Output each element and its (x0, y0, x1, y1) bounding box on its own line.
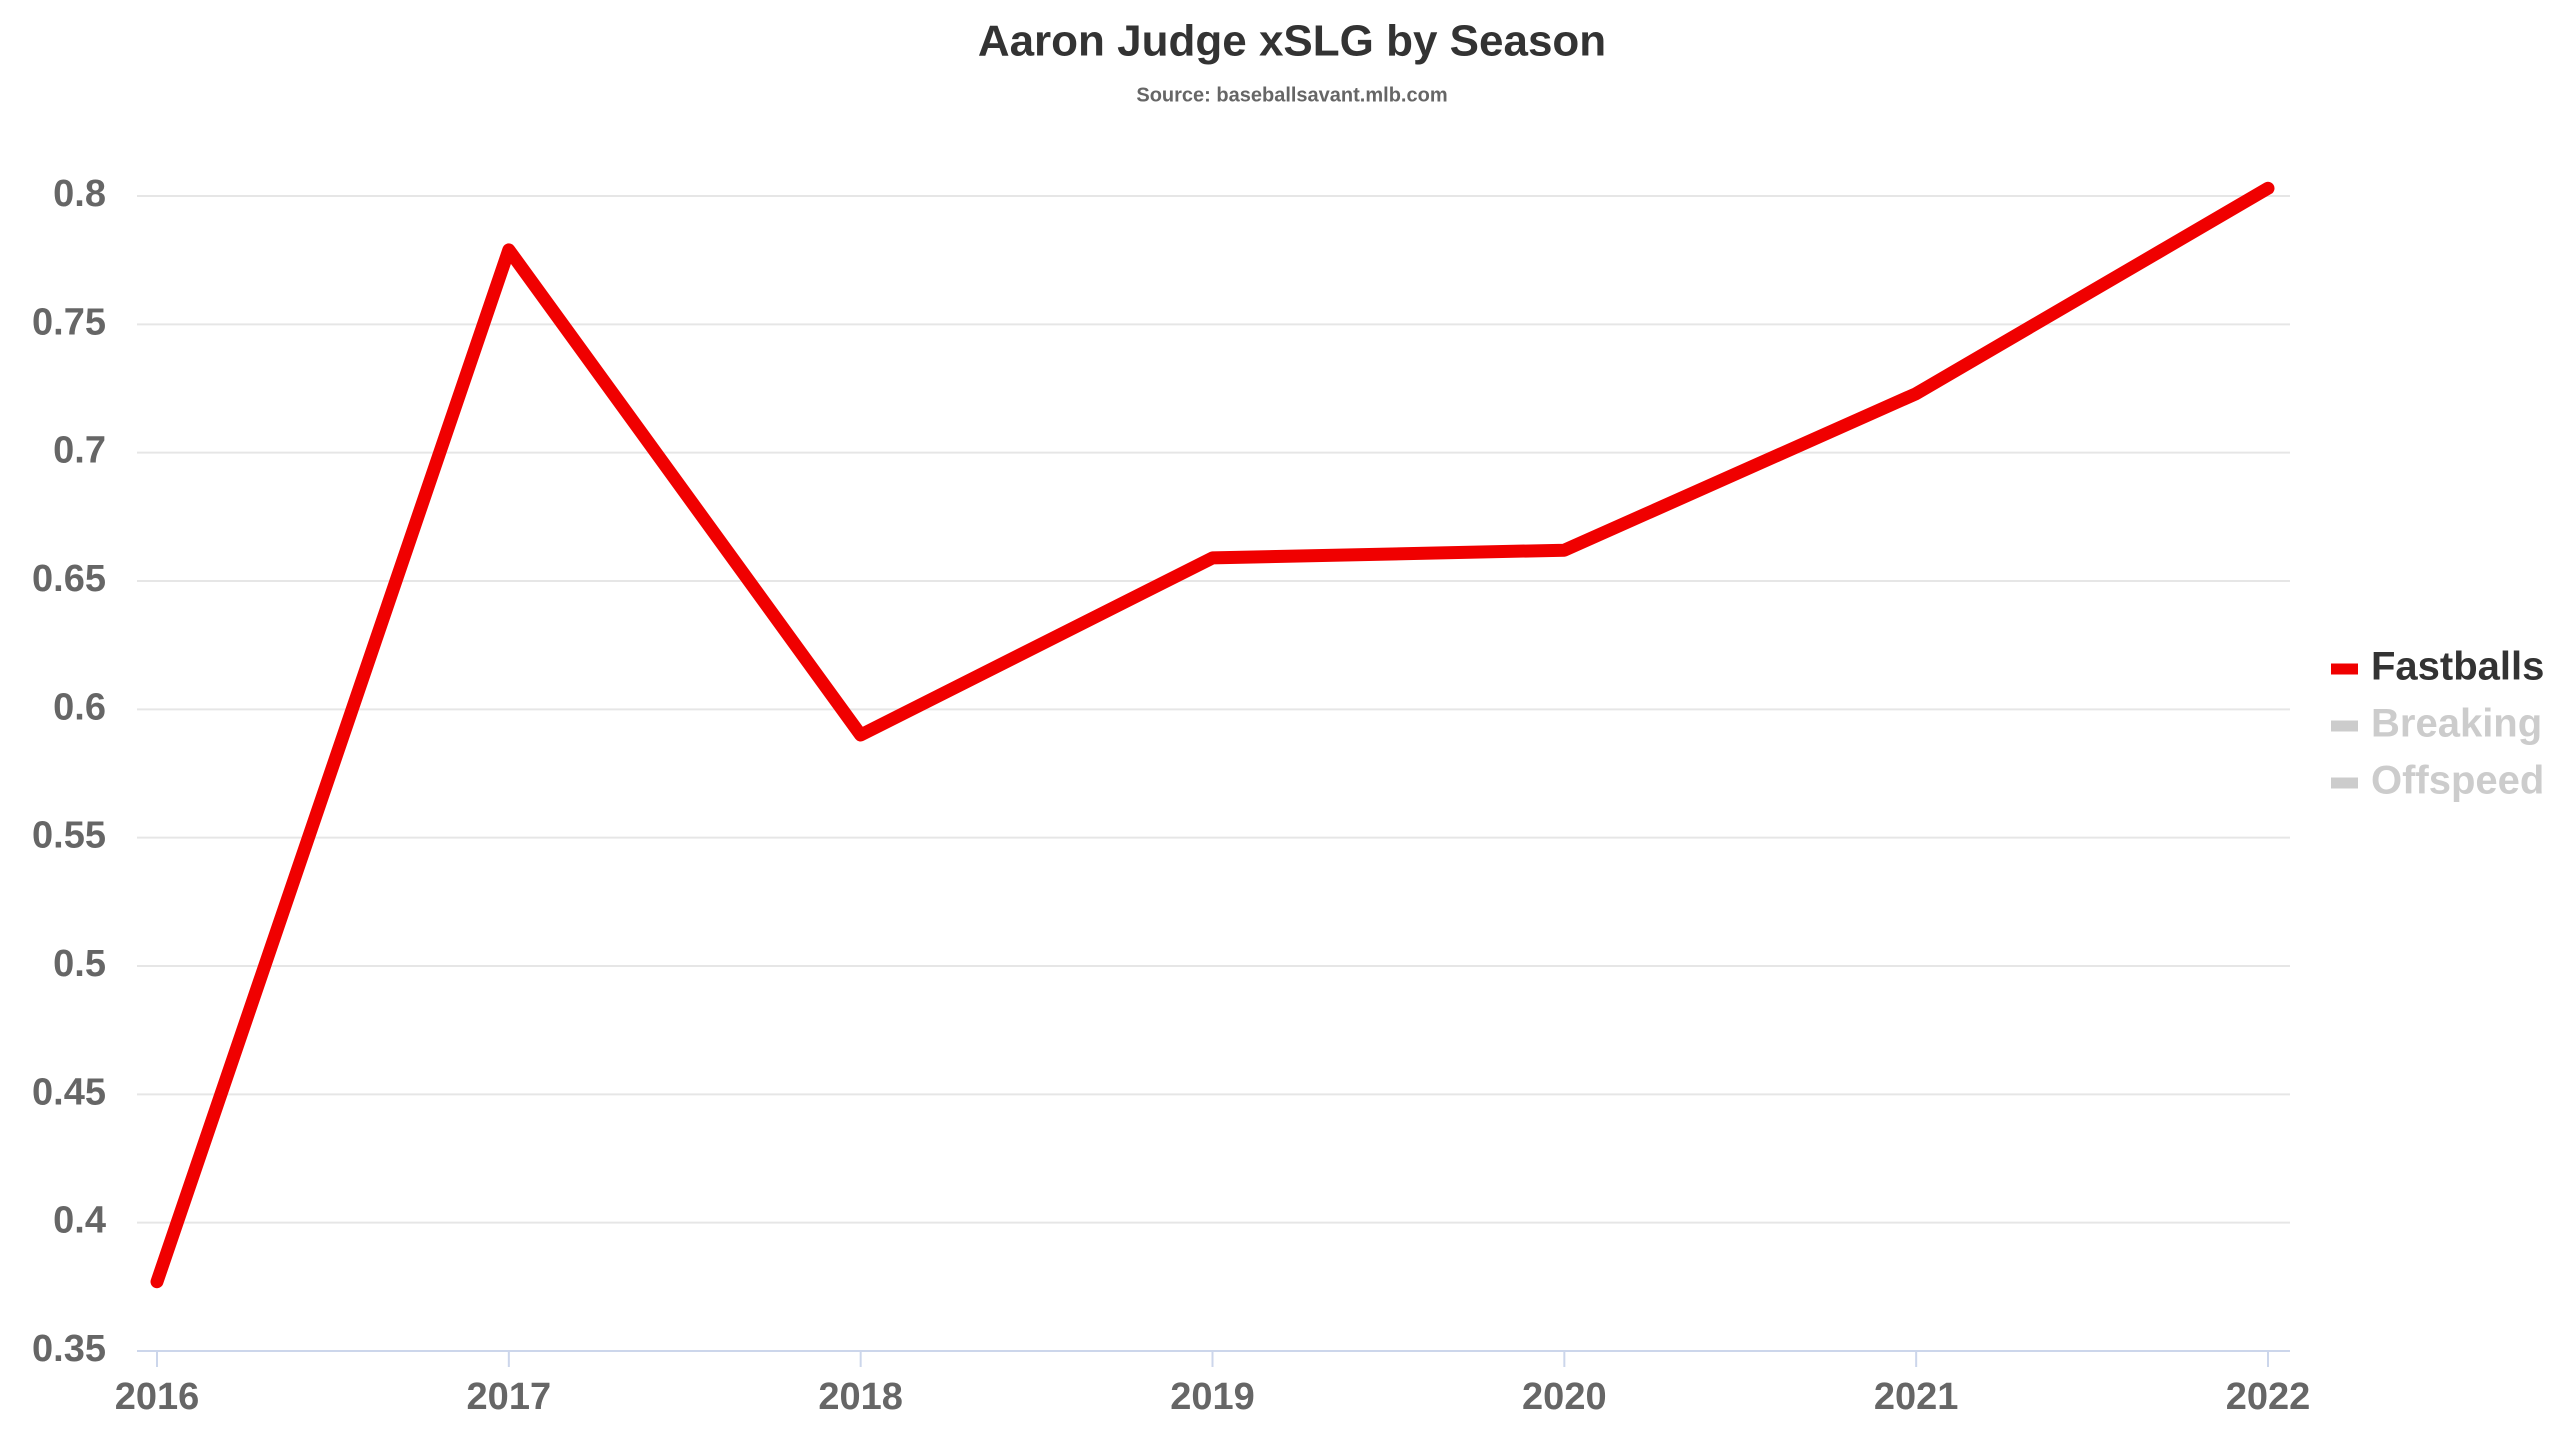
legend-label[interactable]: Offspeed (2371, 759, 2544, 803)
y-tick-label: 0.4 (53, 1200, 106, 1242)
chart-subtitle: Source: baseballsavant.mlb.com (1136, 84, 1447, 106)
x-tick-label: 2020 (1522, 1376, 1607, 1418)
y-tick-label: 0.45 (32, 1071, 106, 1113)
x-tick-label: 2021 (1874, 1376, 1959, 1418)
x-tick-label: 2018 (818, 1376, 903, 1418)
y-tick-label: 0.6 (53, 686, 106, 728)
x-tick-label: 2022 (2226, 1376, 2311, 1418)
x-tick-label: 2019 (1170, 1376, 1255, 1418)
y-tick-label: 0.8 (53, 173, 106, 215)
x-tick-label: 2016 (115, 1376, 200, 1418)
data-line (150, 181, 2275, 1289)
y-tick-label: 0.5 (53, 943, 106, 985)
legend-label[interactable]: Fastballs (2371, 645, 2544, 689)
chart-title: Aaron Judge xSLG by Season (978, 17, 1606, 66)
y-tick-label: 0.55 (32, 815, 106, 857)
x-tick-label: 2017 (467, 1376, 552, 1418)
y-tick-label: 0.75 (32, 301, 106, 343)
legend-label[interactable]: Breaking (2371, 702, 2542, 746)
y-tick-label: 0.7 (53, 430, 106, 472)
y-tick-label: 0.65 (32, 558, 106, 600)
y-tick-label: 0.35 (32, 1328, 106, 1370)
